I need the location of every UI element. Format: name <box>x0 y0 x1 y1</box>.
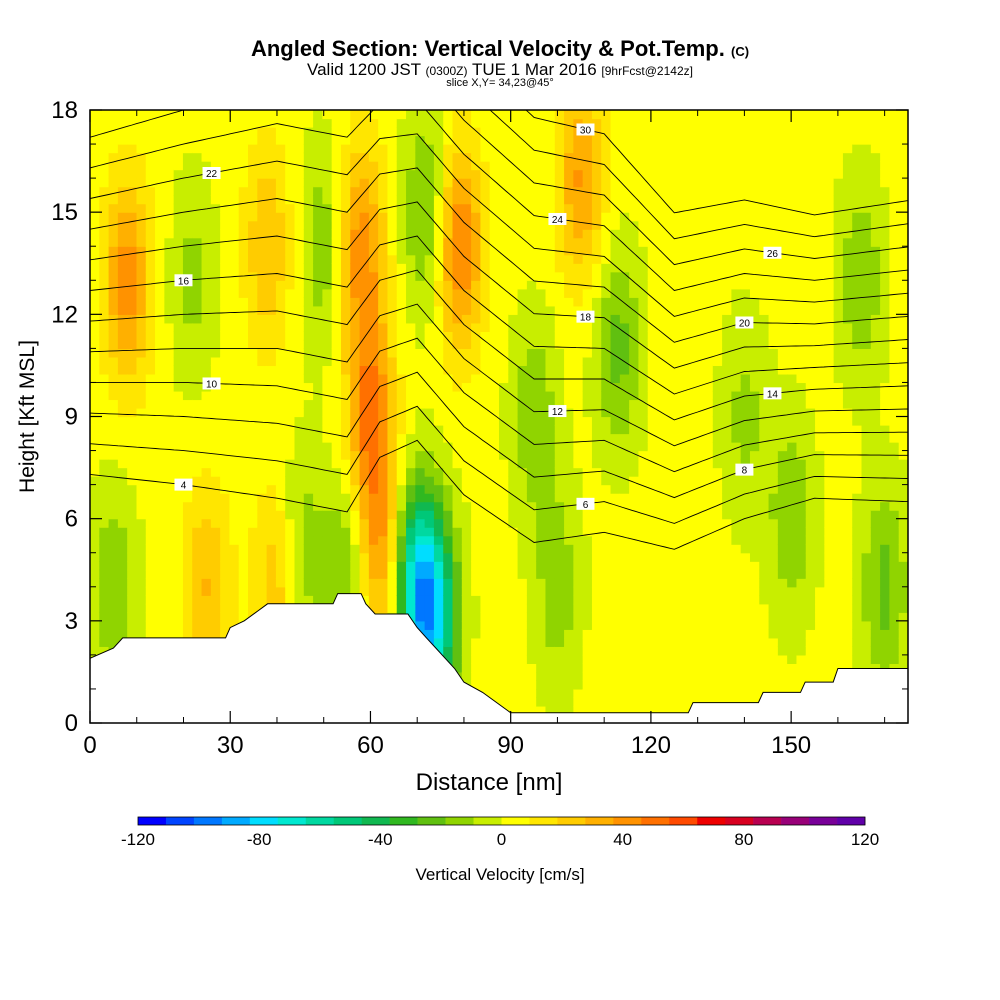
colorbar-swatch <box>669 817 698 825</box>
x-tick-label: 60 <box>357 732 384 759</box>
colorbar-swatch <box>753 817 782 825</box>
colorbar-swatch <box>361 817 390 825</box>
x-tick-label: 30 <box>217 732 244 759</box>
colorbar-swatch <box>138 817 167 825</box>
y-tick-label: 0 <box>65 710 78 737</box>
colorbar-swatch <box>473 817 502 825</box>
y-tick-label: 3 <box>65 608 78 635</box>
contour-line-20 <box>90 167 908 343</box>
x-axis-label: Distance [nm] <box>416 769 563 796</box>
valid-time-subtitle: Valid 1200 JST (0300Z) TUE 1 Mar 2016 [9… <box>307 60 693 79</box>
colorbar-swatch <box>585 817 614 825</box>
colorbar-swatch <box>333 817 362 825</box>
chart-title: Angled Section: Vertical Velocity & Pot.… <box>250 36 750 61</box>
contour-line-6 <box>90 405 908 524</box>
colorbar-swatch <box>445 817 474 825</box>
colorbar-swatch <box>557 817 586 825</box>
colorbar-swatch <box>193 817 223 825</box>
colorbar: -120 -80 -40 0 40 80 120 Vertical Velocity [cm/… <box>121 816 879 884</box>
contour-label-20: 20 <box>735 316 754 330</box>
colorbar-label: Vertical Velocity [cm/s] <box>415 865 584 884</box>
colorbar-swatch <box>613 817 642 825</box>
contour-label-24: 24 <box>548 212 567 226</box>
contour-label-4: 4 <box>174 478 193 492</box>
vertical-velocity-field <box>90 110 908 723</box>
contour-label-10: 10 <box>202 377 221 390</box>
contour-line-24 <box>90 110 908 291</box>
contour-line-10 <box>90 337 908 473</box>
contour-label-18: 18 <box>576 310 595 324</box>
contour-label-26: 26 <box>763 246 782 260</box>
colorbar-swatch <box>781 817 810 825</box>
contour-line-4 <box>90 439 908 550</box>
colorbar-swatch <box>501 817 530 825</box>
contour-label-30: 30 <box>576 123 595 136</box>
contour-label-14: 14 <box>763 387 782 400</box>
contour-line-16 <box>90 235 908 395</box>
x-tick-label: 90 <box>497 732 524 759</box>
colorbar-swatch <box>697 817 726 825</box>
contour-line-18 <box>90 201 908 369</box>
colorbar-swatch <box>725 817 754 825</box>
y-axis: 0 3 6 9 12 15 18 Height [Kft MSL] <box>16 97 908 737</box>
pot-temp-contours: 4 6 8 10 12 14 16 18 20 22 24 26 30 <box>90 110 908 550</box>
x-axis: 0 30 60 90 120 150 Distance [nm] <box>83 110 886 796</box>
x-tick-label: 120 <box>631 732 671 759</box>
colorbar-swatch <box>641 817 670 825</box>
contour-line-30 <box>525 110 908 216</box>
contour-line-28 <box>489 110 908 240</box>
colorbar-swatch <box>221 817 251 825</box>
colorbar-tick-label: -40 <box>368 830 393 849</box>
colorbar-tick-label: -120 <box>121 830 155 849</box>
contour-line-8 <box>90 371 908 499</box>
colorbar-tick-label: 0 <box>497 830 506 849</box>
y-tick-label: 18 <box>51 97 78 124</box>
x-tick-label: 0 <box>83 732 96 759</box>
contour-label-22: 22 <box>202 167 221 180</box>
colorbar-tick-label: 120 <box>851 830 879 849</box>
colorbar-swatch <box>837 817 866 825</box>
colorbar-swatch <box>277 817 307 825</box>
colorbar-tick-label: 80 <box>734 830 753 849</box>
colorbar-swatch <box>809 817 838 825</box>
terrain <box>90 593 908 723</box>
contour-line-22 <box>90 133 908 317</box>
x-tick-label: 150 <box>771 732 811 759</box>
colorbar-swatch <box>389 817 418 825</box>
colorbar-swatch <box>165 817 195 825</box>
colorbar-tick-label: 40 <box>613 830 632 849</box>
colorbar-swatch <box>417 817 446 825</box>
colorbar-tick-label: -80 <box>247 830 272 849</box>
contour-line-12 <box>90 303 908 447</box>
y-tick-label: 15 <box>51 199 78 226</box>
colorbar-swatch <box>249 817 279 825</box>
colorbar-frame <box>137 816 866 826</box>
contour-label-8: 8 <box>735 463 754 477</box>
y-tick-label: 12 <box>51 301 78 328</box>
contour-label-12: 12 <box>548 405 567 418</box>
y-tick-label: 9 <box>65 404 78 431</box>
y-axis-label: Height [Kft MSL] <box>16 340 39 493</box>
colorbar-swatch <box>305 817 335 825</box>
colorbar-swatch <box>529 817 558 825</box>
contour-label-6: 6 <box>576 497 595 511</box>
contour-label-16: 16 <box>174 274 193 287</box>
slice-subtitle: slice X,Y= 34,23@45° <box>446 77 554 89</box>
y-tick-label: 6 <box>65 506 78 533</box>
